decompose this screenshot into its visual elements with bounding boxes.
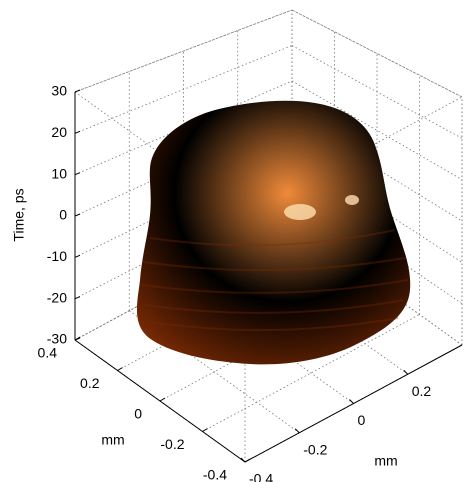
y-tick [160,398,165,401]
y-tick-label: 0.4 [38,345,58,361]
page: {"chart_data": {"type": "isosurface", "x… [0,0,471,482]
x-tick-label: -0.2 [303,441,327,457]
z-tick [75,173,80,175]
y-tick-label: 0.2 [80,375,100,391]
x-axis-label: mm [374,453,397,469]
y-tick-label: -0.2 [160,436,184,452]
chart: -30-20-100102030-0.4-0.200.20.4-0.4-0.20… [0,0,471,482]
surface-layer [137,101,410,365]
z-axis-label: Time, ps [11,188,27,241]
z-tick-label: 20 [51,124,67,140]
y-tick-label: 0 [134,406,142,422]
y-tick-label: -0.4 [203,467,227,482]
z-tick [75,214,80,216]
z-tick-label: -20 [47,289,67,305]
x-tick-label: 0 [358,412,366,428]
y-tick [203,429,208,432]
z-tick [75,90,80,92]
surface-highlight [284,204,316,220]
y-axis-label: mm [101,432,124,448]
y-tick [245,459,250,462]
z-tick-label: -10 [47,248,67,264]
z-tick [75,131,80,133]
z-tick-label: 0 [59,207,67,223]
z-tick [75,297,80,299]
z-tick-label: 30 [51,83,67,99]
surface-highlight [345,195,359,205]
x-tick-label: -0.4 [249,471,273,482]
z-tick [75,255,80,257]
isosurface [137,101,410,365]
x-tick-label: 0.2 [412,383,432,399]
z-tick-label: 10 [51,165,67,181]
y-tick [118,368,123,371]
